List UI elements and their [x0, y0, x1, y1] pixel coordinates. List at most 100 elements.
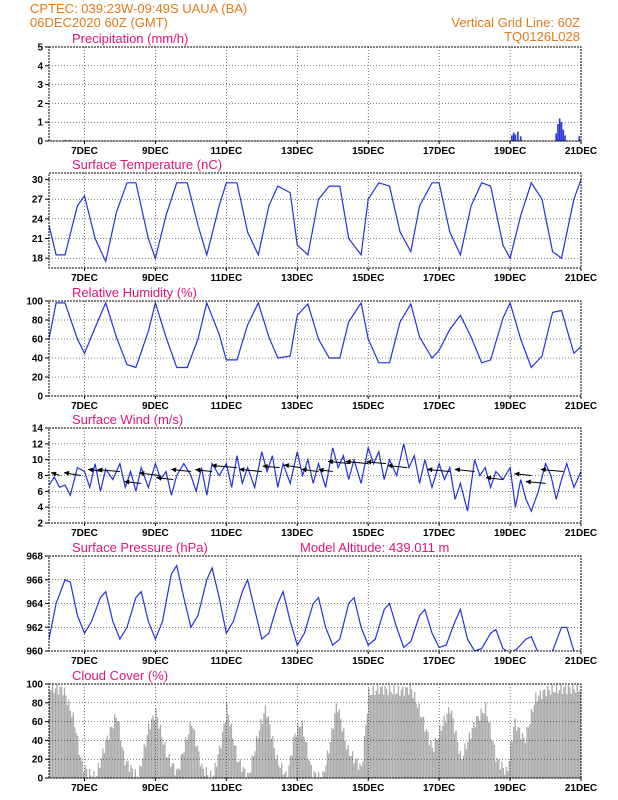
cloud-bar	[508, 761, 510, 778]
cloud-bar	[490, 739, 493, 778]
wind-arrowhead	[345, 459, 351, 465]
cloud-bar	[448, 707, 450, 778]
cloud-bar	[416, 707, 419, 778]
cloud-bar	[249, 772, 252, 778]
cloud-bar	[572, 684, 574, 778]
x-tick-label: 9DEC	[142, 783, 169, 794]
cloud-bar	[551, 684, 553, 778]
plot-area	[49, 563, 575, 651]
cloud-bar	[148, 723, 150, 778]
cloud-bar	[443, 715, 445, 778]
x-tick-label: 13DEC	[281, 273, 313, 284]
x-tick-label: 7DEC	[71, 146, 98, 157]
wind-arrowhead	[301, 467, 307, 473]
cloud-bar	[238, 761, 240, 778]
cloud-bar	[424, 731, 426, 778]
cloud-bar	[217, 754, 219, 778]
x-tick-label: 17DEC	[423, 273, 455, 284]
wind-arrowhead	[262, 463, 268, 469]
y-tick-label: 2	[37, 519, 43, 530]
cloud-bar	[207, 775, 209, 778]
wind-arrowhead	[318, 467, 324, 473]
cloud-bar	[341, 731, 343, 778]
cloud-bar	[511, 740, 513, 778]
cloud-bar	[481, 712, 484, 778]
cloud-bar	[115, 717, 117, 778]
cloud-bar	[459, 750, 462, 778]
cloud-bar	[360, 766, 363, 778]
cloud-bar	[384, 685, 386, 778]
cloud-bar	[561, 694, 564, 778]
y-tick-label: 0	[37, 392, 43, 403]
panel-frame	[48, 427, 582, 524]
cloud-bar	[310, 765, 312, 778]
cloud-bar	[483, 713, 485, 778]
cloud-bar	[396, 693, 398, 778]
wind-arrowhead	[64, 470, 70, 476]
cloud-bar	[465, 749, 468, 778]
cloud-bar	[236, 762, 238, 778]
x-tick-label: 7DEC	[71, 528, 98, 539]
cloud-bar	[282, 774, 284, 778]
cloud-bar	[499, 769, 502, 778]
cloud-bar	[334, 713, 336, 778]
cloud-bar	[329, 741, 332, 778]
cloud-bar	[542, 690, 544, 778]
cloud-bar	[495, 761, 497, 778]
cloud-bar	[244, 768, 246, 778]
cloud-bar	[445, 722, 447, 778]
cloud-bar	[323, 772, 326, 778]
cloud-bar	[306, 742, 308, 778]
header-grid-line: Vertical Grid Line: 60Z	[451, 15, 580, 30]
cloud-bar	[128, 771, 131, 778]
cloud-bar	[476, 716, 478, 778]
cloud-bar	[168, 754, 170, 778]
x-tick-label: 21DEC	[565, 528, 597, 539]
y-tick-label: 6	[37, 487, 43, 498]
x-tick-label: 11DEC	[210, 656, 242, 667]
cloud-bar	[549, 694, 552, 778]
cloud-bar	[421, 717, 423, 778]
x-tick-label: 19DEC	[494, 656, 526, 667]
panel-5: Surface Pressure (hPa) Model Altitude: 43…	[26, 540, 597, 667]
cloud-bar	[452, 718, 454, 778]
cloud-bar	[116, 721, 119, 778]
x-tick-label: 13DEC	[281, 146, 313, 157]
cloud-bar	[480, 708, 482, 778]
cloud-bar	[159, 724, 162, 778]
panel-title: Precipitation (mm/h)	[72, 31, 188, 46]
wind-arrowhead	[454, 467, 461, 473]
cloud-bar	[309, 760, 311, 778]
cloud-bar	[468, 732, 470, 778]
cloud-bar	[184, 737, 187, 778]
plot-area	[49, 684, 581, 778]
cloud-bar	[381, 685, 383, 778]
y-tick-label: 4	[37, 503, 43, 514]
y-tick-label: 20	[32, 755, 44, 766]
cloud-bar	[303, 736, 305, 778]
cloud-bar	[66, 705, 69, 778]
cloud-bar	[69, 710, 71, 778]
cloud-bar	[394, 694, 397, 778]
cloud-bar	[356, 758, 358, 778]
cloud-bar	[403, 695, 405, 778]
cloud-bar	[103, 753, 105, 778]
cloud-bar	[415, 703, 417, 778]
y-tick-label: 962	[26, 623, 43, 634]
cloud-bar	[450, 710, 453, 778]
cloud-bar	[563, 687, 565, 778]
cloud-bar	[235, 745, 237, 778]
cloud-bar	[368, 687, 370, 778]
cloud-bar	[241, 771, 243, 778]
cloud-bar	[298, 727, 301, 778]
cloud-bar	[393, 685, 395, 778]
cloud-bar	[134, 769, 137, 778]
cloud-bar	[142, 758, 144, 778]
x-tick-label: 19DEC	[494, 783, 526, 794]
panel-annotation: Model Altitude: 439.011 m	[300, 540, 449, 555]
x-tick-label: 7DEC	[71, 783, 98, 794]
cloud-bar	[363, 735, 366, 778]
cloud-bar	[357, 769, 360, 778]
panel-1: Precipitation (mm/h) 0 1 2 3 4 5 7DEC 9DEC 11DEC 1…	[37, 31, 597, 157]
cloud-bar	[71, 716, 73, 778]
